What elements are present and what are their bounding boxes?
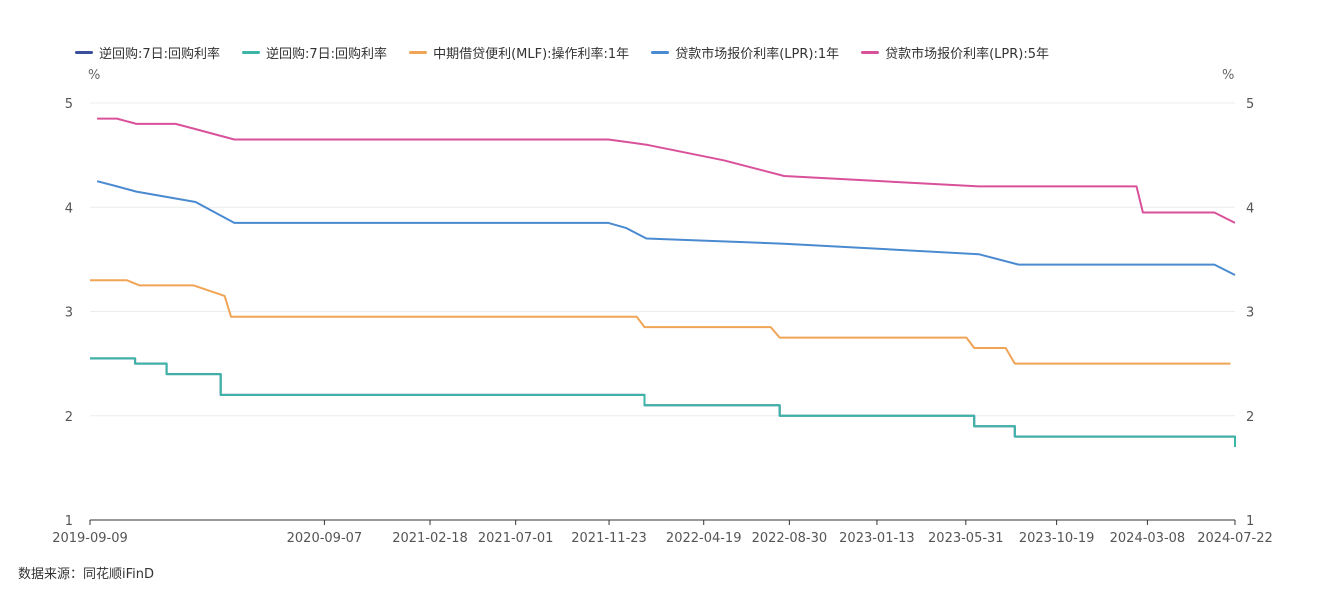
x-tick-label: 2022-04-19: [666, 531, 742, 546]
legend-item[interactable]: 中期借贷便利(MLF):操作利率:1年: [409, 43, 629, 62]
series-line-2: [90, 279, 1231, 365]
x-tick-label: 2019-09-09: [52, 531, 128, 546]
y-tick-label-right: 2: [1246, 410, 1254, 425]
legend-item[interactable]: 逆回购:7日:回购利率: [75, 43, 220, 62]
legend-swatch: [861, 50, 880, 54]
legend-swatch: [409, 50, 428, 54]
y-tick-label-right: 1: [1246, 514, 1254, 529]
y-tick-label-right: 5: [1246, 97, 1254, 112]
x-tick-label: 2021-07-01: [478, 531, 554, 546]
legend-swatch: [242, 50, 261, 54]
y-tick-label-left: 5: [65, 97, 73, 112]
series-line-3: [96, 180, 1236, 276]
x-tick-label: 2023-10-19: [1019, 531, 1095, 546]
series-line-0: [90, 357, 1236, 447]
y-tick-label-left: 2: [65, 410, 73, 425]
y-tick-label-left: 1: [65, 514, 73, 529]
series-line-4: [97, 117, 1236, 224]
x-tick-label: 2023-01-13: [839, 531, 915, 546]
legend-label: 逆回购:7日:回购利率: [99, 46, 221, 62]
y-tick-label-right: 4: [1246, 201, 1254, 216]
chart-legend: 逆回购:7日:回购利率 逆回购:7日:回购利率 中期借贷便利(MLF):操作利率:1…: [75, 42, 1071, 62]
x-tick-label: 2021-11-23: [571, 531, 647, 546]
x-tick-label: 2024-03-08: [1110, 531, 1186, 546]
y-tick-label-left: 3: [65, 306, 73, 321]
legend-item[interactable]: 贷款市场报价利率(LPR):1年: [651, 43, 839, 62]
data-source-note: 数据来源：同花顺iFinD: [18, 567, 155, 582]
legend-item[interactable]: 贷款市场报价利率(LPR):5年: [861, 43, 1049, 62]
x-tick-label: 2020-09-07: [287, 531, 363, 546]
x-tick-label: 2022-08-30: [752, 531, 828, 546]
series-line-1: [90, 357, 1236, 447]
legend-label: 中期借贷便利(MLF):操作利率:1年: [433, 46, 630, 62]
legend-swatch: [75, 50, 93, 54]
legend-label: 贷款市场报价利率(LPR):1年: [675, 46, 840, 62]
y-axis-unit-right: %: [1222, 68, 1235, 83]
x-tick-label: 2024-07-22: [1197, 531, 1273, 546]
legend-label: 逆回购:7日:回购利率: [266, 46, 388, 62]
x-tick-label: 2021-02-18: [392, 531, 468, 546]
legend-label: 贷款市场报价利率(LPR):5年: [885, 46, 1050, 62]
y-tick-label-left: 4: [65, 201, 73, 216]
y-axis-unit-left: %: [88, 68, 101, 83]
y-tick-label-right: 3: [1246, 306, 1254, 321]
legend-item[interactable]: 逆回购:7日:回购利率: [242, 43, 387, 62]
x-tick-label: 2023-05-31: [928, 531, 1004, 546]
legend-swatch: [651, 50, 670, 54]
